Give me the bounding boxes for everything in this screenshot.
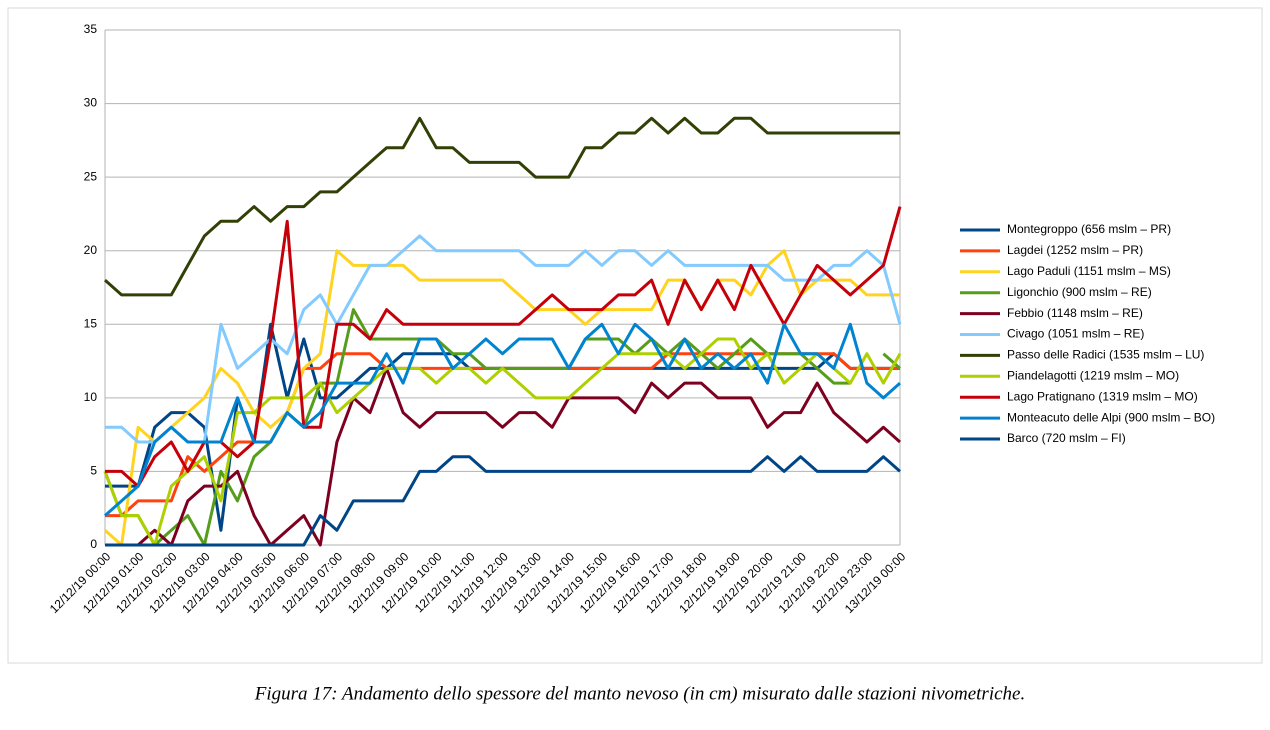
series-line xyxy=(105,206,902,488)
chart-frame xyxy=(7,7,1263,664)
series-line xyxy=(105,455,901,547)
series-line xyxy=(103,337,902,547)
legend-label: Monteacuto delle Alpi (900 mslm – BO) xyxy=(1007,410,1215,424)
y-tick-label: 10 xyxy=(84,390,98,404)
y-tick-label: 0 xyxy=(90,537,97,551)
series-line xyxy=(104,322,901,517)
y-tick-label: 25 xyxy=(84,169,98,183)
legend-label: Lagdei (1252 mslm – PR) xyxy=(1007,243,1143,257)
y-tick-label: 20 xyxy=(84,243,98,257)
legend-label: Montegroppo (656 mslm – PR) xyxy=(1007,222,1171,236)
y-tick-label: 15 xyxy=(84,316,98,330)
series-line xyxy=(105,234,902,444)
legend-label: Febbio (1148 mslm – RE) xyxy=(1007,306,1143,320)
legend-label: Lago Paduli (1151 mslm – MS) xyxy=(1007,264,1171,278)
legend-label: Barco (720 mslm – FI) xyxy=(1007,431,1126,445)
legend-label: Passo delle Radici (1535 mslm – LU) xyxy=(1007,348,1204,362)
caption: Figura 17: Andamento dello spessore del … xyxy=(254,683,1025,704)
y-tick-label: 35 xyxy=(84,22,98,36)
legend-label: Ligonchio (900 mslm – RE) xyxy=(1007,285,1152,299)
y-tick-label: 5 xyxy=(90,464,97,478)
series-line xyxy=(104,116,900,297)
legend-label: Civago (1051 mslm – RE) xyxy=(1007,327,1144,341)
series-line xyxy=(105,366,901,547)
legend-label: Piandelagotti (1219 mslm – MO) xyxy=(1007,368,1179,382)
legend-label: Lago Pratignano (1319 mslm – MO) xyxy=(1007,389,1198,403)
y-tick-label: 30 xyxy=(84,96,98,110)
